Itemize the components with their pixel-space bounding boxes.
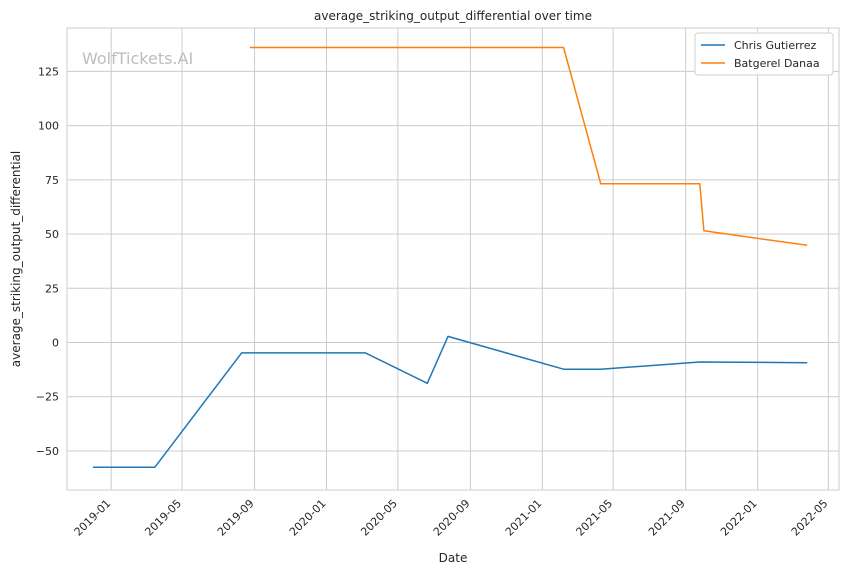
legend: Chris Gutierrez Batgerel Danaa (694, 32, 834, 76)
x-tick-label: 2022-01 (718, 497, 760, 539)
series-line-0 (92, 335, 808, 468)
y-tick-label: −25 (36, 391, 59, 404)
y-axis-label: average_striking_output_differential (9, 151, 23, 367)
y-tick-label: 25 (45, 282, 59, 295)
x-axis-label: Date (439, 551, 468, 565)
y-tick-label: 75 (45, 174, 59, 187)
legend-label: Batgerel Danaa (734, 57, 820, 70)
watermark-text: WolfTickets.AI (82, 49, 193, 68)
chart-title: average_striking_output_differential ove… (314, 9, 592, 23)
plot-background (67, 28, 839, 490)
x-tick-label: 2021-01 (503, 497, 545, 539)
x-tick-labels: 2019-01 2019-05 2019-09 2020-01 2020-05 2020-… (72, 497, 831, 539)
y-tick-label: −50 (36, 445, 59, 458)
series-lines (92, 46, 808, 468)
x-tick-label: 2019-05 (142, 497, 184, 539)
x-tick-label: 2019-01 (72, 497, 114, 539)
y-tick-label: 50 (45, 228, 59, 241)
y-tick-labels: −50 −25 0 25 50 75 100 125 (36, 65, 59, 458)
y-tick-label: 125 (38, 65, 59, 78)
x-tick-label: 2021-09 (646, 497, 688, 539)
x-tick-label: 2019-09 (215, 497, 257, 539)
y-tick-label: 0 (52, 337, 59, 350)
x-tick-label: 2021-05 (574, 497, 616, 539)
x-tick-label: 2020-05 (358, 497, 400, 539)
plot-frame (66, 27, 840, 491)
grid-lines (67, 28, 839, 490)
x-tick-label: 2020-01 (287, 497, 329, 539)
series-line-1 (249, 46, 808, 247)
x-tick-label: 2020-09 (431, 497, 473, 539)
y-tick-label: 100 (38, 120, 59, 133)
x-tick-label: 2022-05 (789, 497, 831, 539)
legend-label: Chris Gutierrez (734, 39, 816, 52)
legend-box (694, 32, 834, 76)
